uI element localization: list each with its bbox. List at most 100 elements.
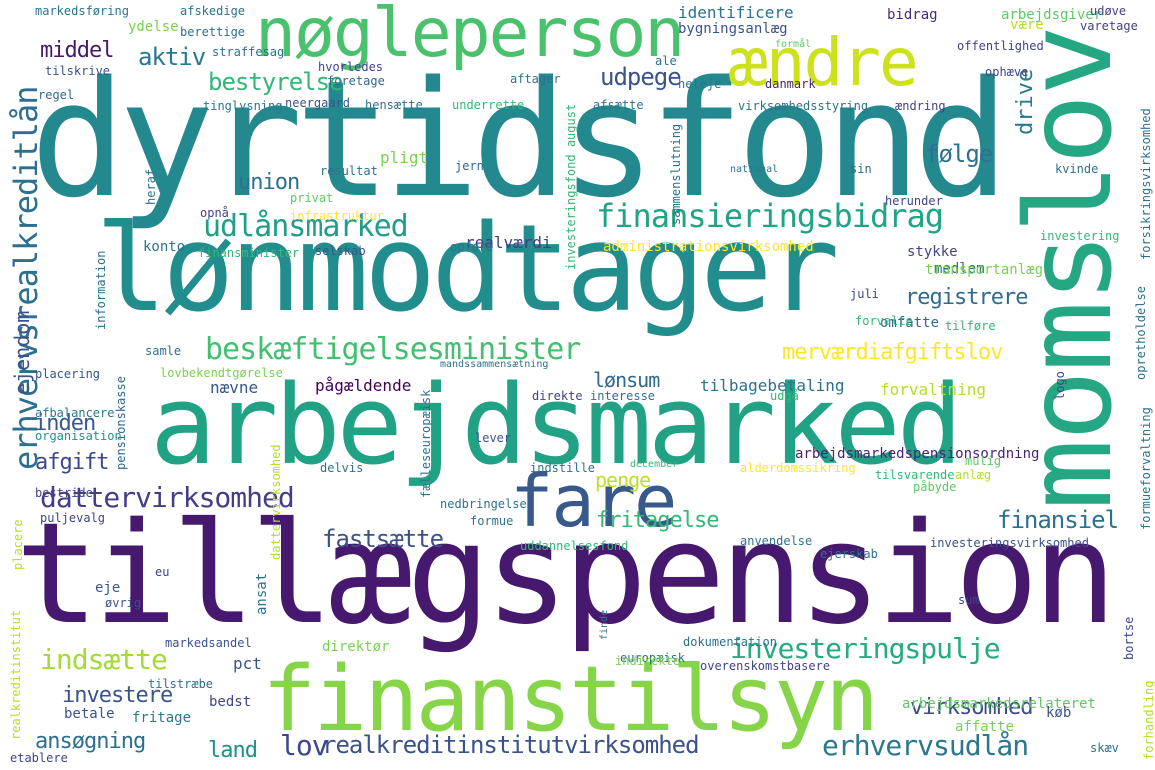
word: tilføre [945,319,996,333]
word: opretholdelse [1134,286,1148,380]
word: danmark [765,77,816,91]
word: affatte [955,719,1015,735]
word: betale [64,706,115,722]
word: realværdi [465,233,552,252]
word: heleje [678,77,722,91]
word: investere [62,683,173,708]
word: pensionskasse [114,376,128,470]
word: tillægspension [15,493,1117,656]
word: formueforvaltning [1139,407,1153,530]
word: penge [595,468,651,492]
word: privat [290,191,334,205]
word: investering [1040,229,1120,243]
word: kvinde [1055,162,1099,176]
word: konto [143,239,186,255]
word: skæv [1090,741,1119,755]
word: finansiel [997,506,1119,534]
word: dyrtidsfond [30,46,1010,233]
word: udpege [600,63,682,91]
word: arbejdsmarkedsrelateret [902,696,1096,712]
word: beskæftigelsesminister [205,332,581,367]
word: bedst [209,694,252,710]
word: stykke [907,244,958,260]
word: union [238,170,300,195]
word: fare [510,459,677,543]
word: middel [40,38,114,63]
word: juli [850,287,879,301]
word: udlånsmarked [203,209,409,244]
word: ændre [728,24,919,101]
word: ejendom [10,310,34,395]
word: fritagelse [596,508,719,533]
word: forvaltning [880,380,986,399]
word: mulig [965,454,1002,468]
word: finansieringsbidrag [596,197,944,235]
word: aftager [510,72,561,86]
word: foretage [327,74,385,88]
word: pct [233,654,262,673]
word: bortse [1122,616,1136,660]
word: registrere [905,285,1028,310]
word: finanstilsyn [262,647,879,752]
word: lov [280,729,329,762]
word: ejerskab [820,547,878,561]
word: tilstræbe [148,677,214,691]
word: indsætte [40,643,168,676]
word: bestride [35,486,93,500]
word: eu [155,565,170,579]
word: pligt [380,148,429,167]
word: transportanlæg [925,262,1044,278]
word: afgift [35,450,109,475]
word: afbalancere [35,406,115,420]
word: tilsvarende [875,468,955,482]
word: offentlighed [957,39,1044,53]
word: finansminister [198,246,300,260]
word: hvorledes [318,60,384,74]
word: arbejdsmarkedspensionsordning [795,446,1040,462]
word: formål [775,39,812,50]
word: opføre [450,240,494,254]
word: europæisk [620,651,686,665]
word: inden [34,411,96,436]
word: anvendelse [740,534,813,548]
word: heraf [144,168,158,205]
word: finde [599,609,610,640]
word: logo [1053,371,1067,400]
word: mandssammensætning [440,359,549,370]
word: identificere [678,3,794,22]
word: dokumentation [683,635,777,649]
word: realkreditinstitutvirksomhed [322,731,700,759]
word: medlem [934,261,985,277]
word: interesse [590,389,656,403]
word: herunder [885,194,943,208]
word: være [1010,17,1044,33]
word: realkreditinstitut [9,609,23,740]
word: organisation [35,429,122,443]
word: samle [145,344,182,358]
word: dattervirksomhed [269,444,283,560]
word: bygningsanlæg [678,21,788,37]
word: afskedige [180,4,246,18]
word: arbejdsgiver [1001,7,1103,23]
word: fælleseuropæisk [419,389,433,498]
word: nedbringelse [440,497,527,511]
word: investeringspulje [730,632,1001,665]
word: regel [38,88,75,102]
word: selskab [315,244,366,258]
word: ydelse [128,19,179,35]
word: afsætte [593,98,644,112]
word: ansøgning [35,729,146,754]
word: tinglysning [203,99,283,113]
word: eje [95,580,121,596]
word: land [208,738,258,763]
word: ophæve [985,65,1029,79]
word: fritage [132,710,192,726]
word: december [630,459,679,470]
word: bestyrelse [208,68,343,96]
word: ændring [895,99,946,113]
word: uddannelsesfond [520,539,629,553]
word: straffesag [212,45,285,59]
word: underrette [452,98,525,112]
word: administrationsvirksomhed [603,239,814,255]
